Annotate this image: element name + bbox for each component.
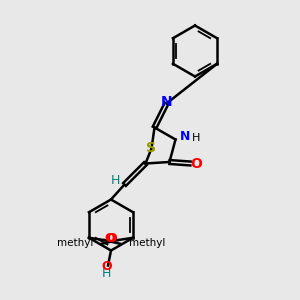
Text: H: H — [102, 267, 111, 280]
Text: N: N — [180, 130, 190, 143]
Text: methyl: methyl — [128, 238, 165, 248]
Text: H: H — [111, 174, 120, 188]
Text: O: O — [105, 232, 115, 245]
Text: H: H — [192, 133, 200, 143]
Text: O: O — [101, 260, 112, 274]
Text: S: S — [146, 141, 156, 155]
Text: O: O — [107, 232, 117, 245]
Text: O: O — [190, 157, 202, 170]
Text: N: N — [161, 95, 172, 109]
Text: methyl: methyl — [57, 238, 94, 248]
